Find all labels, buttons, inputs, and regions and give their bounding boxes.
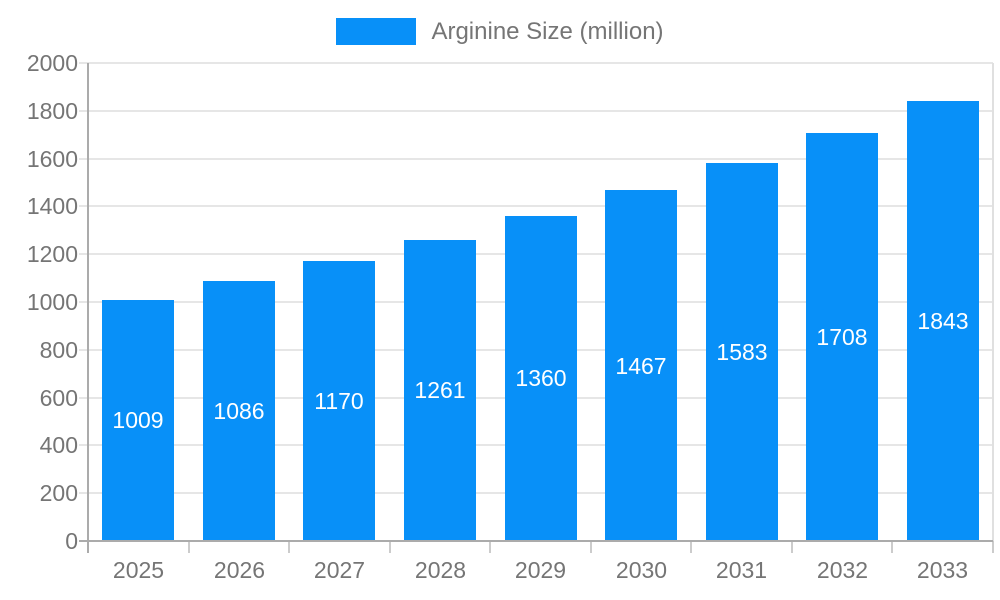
x-tick-label: 2030 <box>615 557 668 583</box>
y-tick-label: 1200 <box>26 241 78 268</box>
y-axis-line <box>87 63 89 553</box>
x-tick-label: 2026 <box>213 557 266 583</box>
legend-swatch-icon <box>336 18 417 45</box>
bar <box>907 100 979 541</box>
bar <box>505 215 577 541</box>
y-tick-label: 0 <box>65 528 78 554</box>
x-axis-tick <box>590 541 592 553</box>
bar-value-label: 1583 <box>716 339 768 365</box>
x-tick-label: 2027 <box>313 557 366 583</box>
bar <box>102 299 174 541</box>
bar-value-label: 1009 <box>112 407 164 433</box>
y-tick-label: 1400 <box>26 193 78 220</box>
bar-value-label: 1708 <box>816 324 868 350</box>
y-tick-label: 400 <box>39 432 78 459</box>
x-tick-label: 2025 <box>112 557 165 583</box>
bar <box>605 190 677 541</box>
gridline <box>79 205 993 208</box>
x-axis-tick <box>288 541 290 553</box>
x-axis-tick <box>690 541 692 553</box>
y-tick-label: 1000 <box>26 289 78 315</box>
x-axis-tick <box>489 541 491 553</box>
x-tick-label: 2033 <box>916 557 969 583</box>
x-tick-label: 2029 <box>514 557 567 583</box>
plot-right-border <box>992 63 994 551</box>
bar <box>806 132 878 541</box>
gridline <box>79 157 993 160</box>
x-axis-line <box>79 540 993 542</box>
y-tick-label: 800 <box>39 336 78 363</box>
x-axis-tick <box>891 541 893 553</box>
y-tick-label: 200 <box>39 480 78 507</box>
x-axis-tick <box>791 541 793 553</box>
bar <box>303 261 375 541</box>
y-tick-label: 1600 <box>26 145 78 172</box>
bar-value-label: 1261 <box>414 377 466 403</box>
y-tick-label: 1800 <box>26 97 78 124</box>
x-tick-label: 2028 <box>414 557 467 583</box>
gridline <box>79 62 993 64</box>
x-axis-tick <box>389 541 391 553</box>
bar-value-label: 1467 <box>615 353 667 379</box>
gridline <box>79 109 993 112</box>
legend-label: Arginine Size (million) <box>431 18 664 45</box>
x-tick-label: 2031 <box>715 557 768 583</box>
y-tick-label: 2000 <box>26 50 78 76</box>
bar-value-label: 1843 <box>917 308 969 334</box>
bar-value-label: 1170 <box>314 388 364 414</box>
chart-legend: Arginine Size (million) <box>0 18 1000 45</box>
bar <box>706 162 778 541</box>
x-tick-label: 2032 <box>816 557 869 583</box>
y-tick-label: 600 <box>39 384 78 411</box>
bar-value-label: 1360 <box>515 365 567 391</box>
bar-value-label: 1086 <box>213 398 265 424</box>
x-axis-tick <box>188 541 190 553</box>
bar <box>404 239 476 541</box>
x-axis-tick <box>992 541 994 553</box>
bar <box>203 281 275 541</box>
